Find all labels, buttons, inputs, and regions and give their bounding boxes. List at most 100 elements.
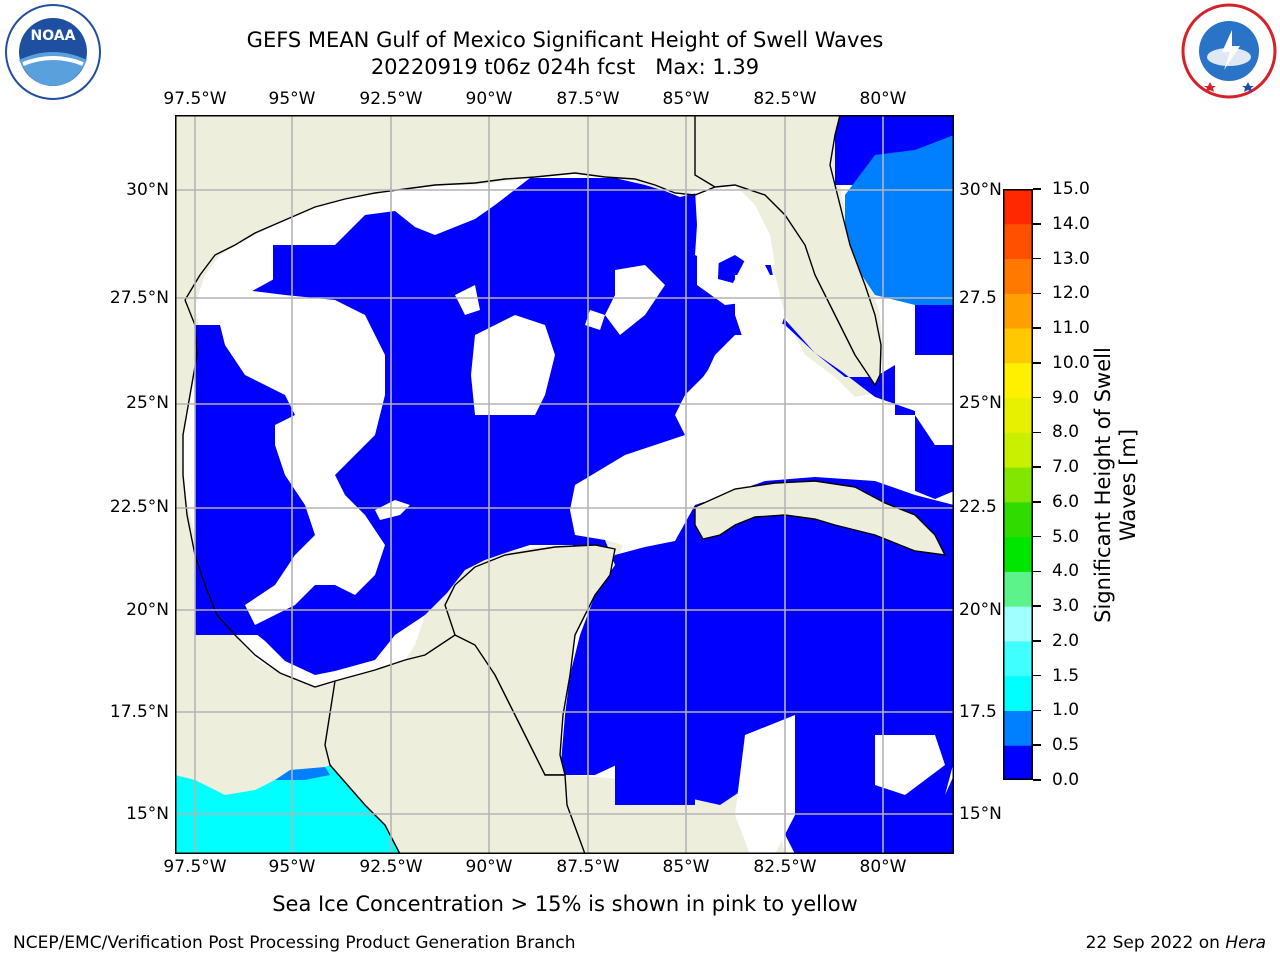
map-frame [175,115,954,854]
colorbar-tick-label: 15.0 [1052,179,1090,199]
colorbar-tick [1033,779,1041,781]
swell-level-05-pacific [275,767,330,780]
colorbar-tick [1033,640,1041,642]
colorbar-tick-label: 1.5 [1052,665,1080,686]
lon-tick-top-92-5: 92.5°W [359,89,423,109]
colorbar-segment [1003,710,1033,746]
colorbar-tick [1033,570,1041,573]
lon-tick-bottom-92-5: 92.5°W [359,857,423,877]
figure-title: GEFS MEAN Gulf of Mexico Significant Hei… [246,28,884,52]
colorbar-tick-label: 9.0 [1052,387,1080,408]
swell-level-1-region [175,765,400,854]
colorbar-tick [1033,744,1041,746]
colorbar-tick-label: 8.0 [1052,422,1080,443]
colorbar-segment [1003,293,1033,329]
colorbar-segment [1003,189,1033,225]
noaa-logo-text: NOAA [31,28,76,44]
colorbar-tick [1033,501,1041,503]
colorbar-tick-label: 0.5 [1052,735,1080,756]
central-america-land [324,634,586,854]
lon-tick-bottom-80: 80°W [859,857,907,877]
colorbar-tick-label: 7.0 [1052,457,1080,478]
colorbar-tick [1033,327,1041,329]
colorbar-segment [1003,571,1033,607]
colorbar-tick [1033,362,1041,364]
colorbar-segment [1003,258,1033,294]
colorbar-segment [1003,432,1033,468]
lon-tick-bottom-82-5: 82.5°W [753,857,817,877]
colorbar-tick-label: 5.0 [1052,526,1080,547]
florida-land [694,115,882,387]
swell-level-05-region [845,135,954,305]
colorbar-tick-label: 14.0 [1052,213,1090,234]
colorbar-tick-label: 6.0 [1052,491,1080,512]
colorbar-tick [1033,535,1041,538]
noaa-logo: NOAA [5,4,101,100]
colorbar-tick-label: 2.0 [1052,630,1080,651]
lon-tick-top-90: 90°W [465,89,513,109]
lat-tick-right-30: 30°N [959,180,1002,200]
colorbar-tick-label: 12.0 [1052,283,1090,304]
colorbar-segment [1003,536,1033,572]
colorbar [1003,189,1033,780]
colorbar-segment [1003,223,1033,260]
colorbar-tick-label: 11.0 [1052,318,1090,339]
lat-tick-left-17-5: 17.5°N [109,702,169,722]
lat-tick-right-25: 25°N [959,393,1002,413]
credit-text: NCEP/EMC/Verification Post Processing Pr… [13,933,576,953]
lat-tick-right-27-5: 27.5 [959,288,997,308]
colorbar-title: Significant Height of Swell Waves [m] [1091,347,1140,623]
colorbar-segment [1003,362,1033,399]
lat-tick-left-25: 25°N [126,393,169,413]
lon-tick-top-80: 80°W [859,89,907,109]
sea-ice-note: Sea Ice Concentration > 15% is shown in … [272,892,858,916]
colorbar-tick [1033,605,1041,607]
figure-subtitle: 20220919 t06z 024h fcst Max: 1.39 [370,55,760,79]
colorbar-tick [1033,257,1041,260]
colorbar-tick [1033,188,1041,190]
lat-tick-right-17-5: 17.5 [959,702,997,722]
colorbar-segment [1003,606,1033,642]
colorbar-tick-label: 4.0 [1052,561,1080,582]
lat-tick-left-30: 30°N [126,180,169,200]
colorbar-segment [1003,501,1033,538]
lon-tick-bottom-90: 90°W [465,857,513,877]
nws-logo [1181,3,1277,99]
lon-tick-bottom-87-5: 87.5°W [556,857,620,877]
lat-tick-left-20: 20°N [126,600,169,620]
lat-tick-right-20: 20°N [959,600,1002,620]
colorbar-tick-label: 1.0 [1052,700,1080,721]
colorbar-tick [1033,431,1041,434]
lon-tick-top-95: 95°W [268,89,316,109]
date-stamp: 22 Sep 2022 on Hera [1086,932,1266,954]
lat-tick-left-22-5: 22.5°N [109,497,169,517]
lon-tick-top-82-5: 82.5°W [753,89,817,109]
colorbar-tick-label: 13.0 [1052,248,1090,269]
lon-tick-bottom-95: 95°W [268,857,316,877]
colorbar-tick-label: 0.0 [1052,770,1080,790]
lon-tick-top-87-5: 87.5°W [556,89,620,109]
calm-regions [215,185,954,854]
colorbar-tick [1033,466,1041,468]
lat-tick-left-15: 15°N [126,804,169,824]
colorbar-tick [1033,292,1041,295]
colorbar-segment [1003,675,1033,711]
lat-tick-left-27-5: 27.5°N [109,288,169,308]
colorbar-segment [1003,328,1033,364]
lon-tick-bottom-85: 85°W [662,857,710,877]
colorbar-segment [1003,397,1033,433]
lon-tick-bottom-97-5: 97.5°W [163,857,227,877]
colorbar-tick [1033,709,1041,712]
lat-tick-right-22-5: 22.5 [959,497,997,517]
graticule [175,115,954,854]
colorbar-tick-label: 3.0 [1052,596,1080,617]
host-name: Hera [1225,933,1266,953]
lon-tick-top-97-5: 97.5°W [163,89,227,109]
lon-tick-top-85: 85°W [662,89,710,109]
coastline [184,172,716,301]
colorbar-tick [1033,674,1041,677]
lat-tick-right-15: 15°N [959,804,1002,824]
colorbar-segment [1003,467,1033,503]
colorbar-segment [1003,745,1033,780]
colorbar-tick [1033,223,1041,225]
